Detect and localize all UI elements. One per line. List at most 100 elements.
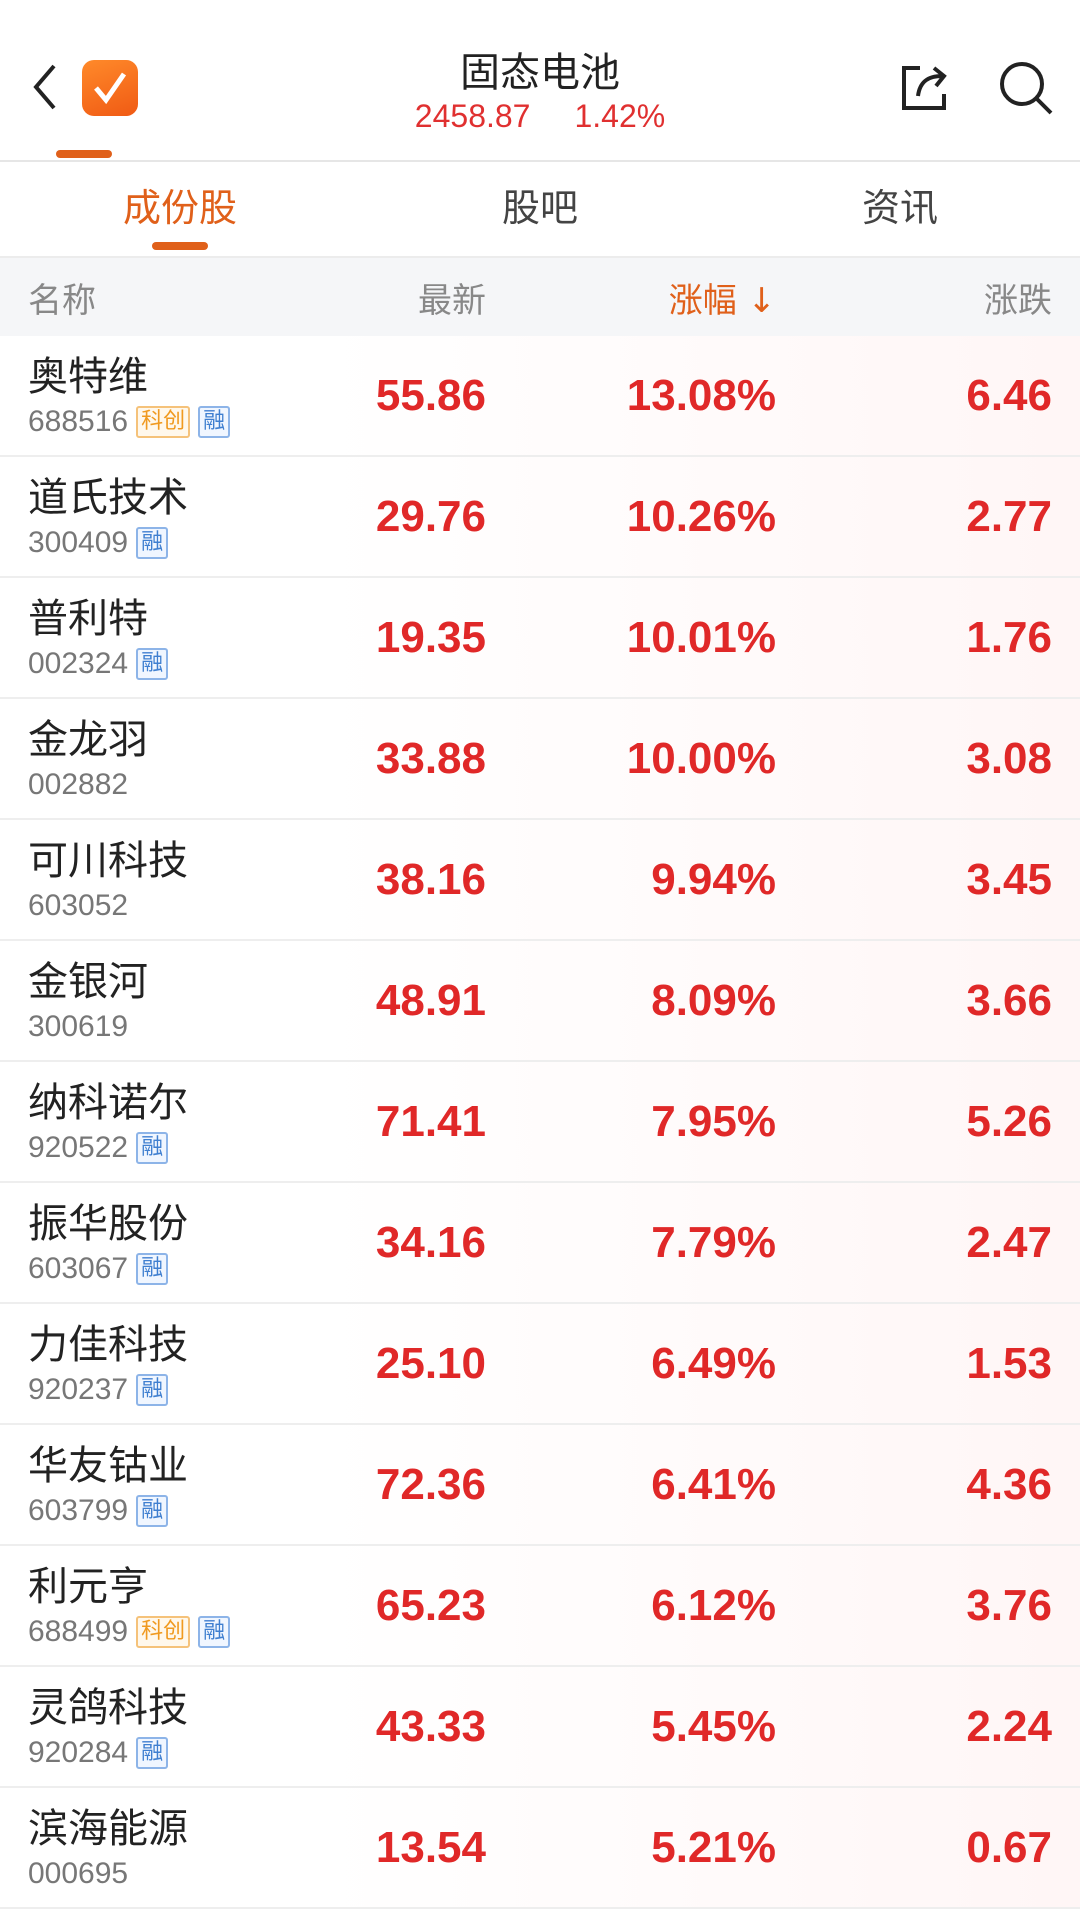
column-header: 名称 最新 涨幅 ↓ 涨跌 [0, 258, 1080, 336]
col-change-pct-sorted[interactable]: 涨幅 ↓ [668, 280, 776, 321]
table-row[interactable]: 普利特 002324 融 19.35 10.01% 1.76 [0, 578, 1080, 699]
margin-badge: 融 [136, 1131, 169, 1164]
back-icon[interactable] [30, 62, 60, 112]
change-amount: 3.08 [966, 733, 1052, 783]
latest-price: 19.35 [375, 612, 486, 662]
stock-name: 可川科技 [28, 837, 188, 884]
margin-badge: 融 [136, 1494, 169, 1527]
stock-name: 道氏技术 [28, 474, 188, 521]
stock-name: 金银河 [28, 958, 148, 1005]
change-percent: 5.45% [651, 1701, 776, 1751]
latest-price: 25.10 [375, 1338, 486, 1388]
stock-code: 300619 [28, 1009, 129, 1043]
share-icon[interactable] [898, 60, 952, 114]
stock-name: 灵鸽科技 [28, 1684, 188, 1731]
change-amount: 1.76 [966, 612, 1052, 662]
tab-constituents[interactable]: 成份股 [0, 162, 360, 256]
logo-indicator [56, 150, 112, 158]
margin-badge: 融 [198, 1615, 231, 1648]
change-amount: 2.77 [966, 491, 1052, 541]
stock-code: 603052 [28, 888, 129, 922]
search-icon[interactable] [996, 58, 1054, 116]
latest-price: 71.41 [375, 1096, 486, 1146]
margin-badge: 融 [198, 405, 231, 438]
stock-name: 金龙羽 [28, 716, 148, 763]
change-amount: 3.66 [966, 975, 1052, 1025]
table-row[interactable]: 纳科诺尔 920522 融 71.41 7.95% 5.26 [0, 1062, 1080, 1183]
change-percent: 6.41% [651, 1459, 776, 1509]
change-amount: 0.67 [966, 1822, 1052, 1872]
page-title: 固态电池 [460, 50, 620, 96]
table-row[interactable]: 道氏技术 300409 融 29.76 10.26% 2.77 [0, 457, 1080, 578]
margin-badge: 融 [136, 1373, 169, 1406]
change-percent: 7.79% [651, 1217, 776, 1267]
latest-price: 55.86 [375, 370, 486, 420]
stock-code: 920237 [28, 1372, 129, 1406]
index-change: 1.42% [574, 98, 666, 134]
table-row[interactable]: 利元亨 688499 科创融 65.23 6.12% 3.76 [0, 1546, 1080, 1667]
stock-code: 300409 [28, 525, 129, 559]
table-row[interactable]: 可川科技 603052 38.16 9.94% 3.45 [0, 820, 1080, 941]
change-percent: 13.08% [626, 370, 776, 420]
table-row[interactable]: 金银河 300619 48.91 8.09% 3.66 [0, 941, 1080, 1062]
tab-bar: 成份股 股吧 资讯 [0, 162, 1080, 258]
margin-badge: 融 [136, 1736, 169, 1769]
change-amount: 3.45 [966, 854, 1052, 904]
app-logo[interactable] [82, 60, 138, 116]
tab-news[interactable]: 资讯 [861, 186, 938, 230]
change-amount: 2.24 [966, 1701, 1052, 1751]
margin-badge: 融 [136, 647, 169, 680]
table-row[interactable]: 华友钴业 603799 融 72.36 6.41% 4.36 [0, 1425, 1080, 1546]
index-value: 2458.87 [414, 98, 531, 134]
change-amount: 2.47 [966, 1217, 1052, 1267]
table-row[interactable]: 灵鸽科技 920284 融 43.33 5.45% 2.24 [0, 1667, 1080, 1788]
stock-code: 603067 [28, 1251, 129, 1285]
star-market-badge: 科创 [136, 405, 191, 438]
change-percent: 8.09% [651, 975, 776, 1025]
change-percent: 10.00% [626, 733, 776, 783]
stock-list: 奥特维 688516 科创融 55.86 13.08% 6.46 道氏技术 300… [0, 336, 1080, 1909]
change-percent: 9.94% [651, 854, 776, 904]
table-row[interactable]: 力佳科技 920237 融 25.10 6.49% 1.53 [0, 1304, 1080, 1425]
stock-code: 920522 [28, 1130, 129, 1164]
change-percent: 10.26% [626, 491, 776, 541]
latest-price: 48.91 [375, 975, 486, 1025]
table-row[interactable]: 金龙羽 002882 33.88 10.00% 3.08 [0, 699, 1080, 820]
latest-price: 43.33 [375, 1701, 486, 1751]
stock-code: 002882 [28, 767, 129, 801]
latest-price: 13.54 [375, 1822, 486, 1872]
latest-price: 65.23 [375, 1580, 486, 1630]
latest-price: 38.16 [375, 854, 486, 904]
star-market-badge: 科创 [136, 1615, 191, 1648]
table-row[interactable]: 振华股份 603067 融 34.16 7.79% 2.47 [0, 1183, 1080, 1304]
change-amount: 6.46 [966, 370, 1052, 420]
col-latest[interactable]: 最新 [418, 280, 486, 321]
stock-name: 奥特维 [28, 353, 148, 400]
stock-code: 920284 [28, 1735, 129, 1769]
col-change[interactable]: 涨跌 [984, 280, 1052, 321]
change-amount: 3.76 [966, 1580, 1052, 1630]
table-row[interactable]: 滨海能源 000695 13.54 5.21% 0.67 [0, 1788, 1080, 1909]
stock-code: 603799 [28, 1493, 129, 1527]
change-amount: 4.36 [966, 1459, 1052, 1509]
stock-name: 华友钴业 [28, 1442, 188, 1489]
table-row[interactable]: 奥特维 688516 科创融 55.86 13.08% 6.46 [0, 336, 1080, 457]
stock-code: 002324 [28, 646, 129, 680]
latest-price: 34.16 [375, 1217, 486, 1267]
margin-badge: 融 [136, 1252, 169, 1285]
change-percent: 10.01% [626, 612, 776, 662]
stock-code: 000695 [28, 1856, 129, 1890]
stock-name: 普利特 [28, 595, 148, 642]
change-percent: 6.49% [651, 1338, 776, 1388]
change-percent: 6.12% [651, 1580, 776, 1630]
col-name[interactable]: 名称 [28, 280, 96, 321]
stock-name: 纳科诺尔 [28, 1079, 188, 1126]
margin-badge: 融 [136, 526, 169, 559]
stock-name: 利元亨 [28, 1563, 148, 1610]
stock-name: 力佳科技 [28, 1321, 188, 1368]
latest-price: 33.88 [375, 733, 486, 783]
tab-forum[interactable]: 股吧 [501, 186, 578, 230]
stock-code: 688499 [28, 1614, 129, 1648]
top-bar: 固态电池 2458.87 1.42% [0, 0, 1080, 162]
change-amount: 5.26 [966, 1096, 1052, 1146]
